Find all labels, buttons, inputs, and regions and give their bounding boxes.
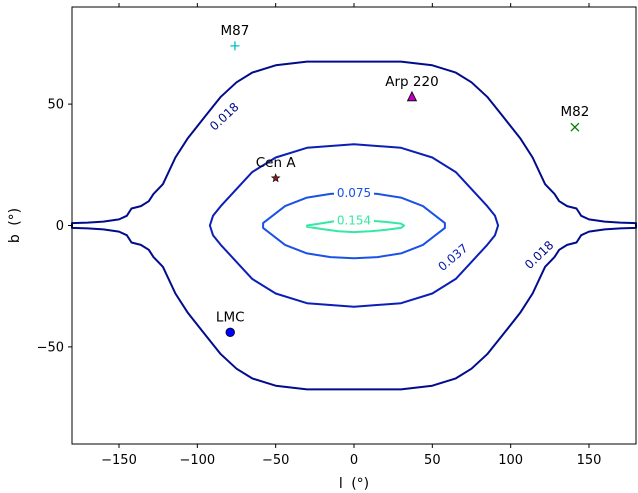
source-marker-circle [225,327,235,338]
source-3: Cen A [256,155,297,183]
source-4: LMC [216,309,245,338]
contour-line-2 [262,191,446,260]
x-axis-ticks: −150 −100 −50 0 50 100 150 [101,3,601,468]
source-label: Arp 220 [385,74,438,90]
y-tick-label: 0 [56,219,64,234]
y-axis-ticks: −50 0 50 [37,98,72,355]
contour-label-group-3-0: 0.154 [334,211,374,227]
x-axis-label: l (°) [339,476,369,492]
contour-label-background [334,184,374,200]
source-label: M87 [221,23,250,39]
contour-label-group-2-0: 0.075 [334,184,374,200]
contour-label-background [334,211,374,227]
x-tick-label: 50 [424,453,441,468]
x-tick-label: −150 [101,453,137,468]
x-tick-label: −100 [179,453,215,468]
source-marker-triangle [406,90,418,102]
source-1: Arp 220 [385,74,439,102]
y-axis-unit: (°) [7,208,23,226]
source-markers: M87 Arp 220 M82 Cen A LMC [216,23,589,338]
source-label: Cen A [256,155,297,171]
contour-line-1 [208,143,500,308]
x-tick-label: 100 [498,453,523,468]
contour-label-background [432,238,473,276]
source-label: M82 [560,104,589,120]
y-tick-label: −50 [37,340,64,355]
x-axis-unit: (°) [351,476,369,492]
source-0: M87 [221,23,250,51]
y-axis-title: b [7,234,23,243]
contour-label-background [203,96,244,136]
contour-level-label: 0.075 [337,186,371,200]
y-tick-label: 50 [47,98,64,113]
contour-level-label: 0.154 [337,213,371,227]
x-tick-label: 0 [350,453,358,468]
source-marker-x [570,122,580,132]
y-axis-label: b (°) [7,208,23,243]
x-tick-label: 150 [577,453,602,468]
contour-label-background [518,234,559,274]
x-axis-title: l [339,476,343,492]
source-label: LMC [216,309,245,325]
source-2: M82 [560,104,589,132]
source-marker-star [270,173,281,183]
source-marker-plus [230,41,240,51]
x-tick-label: −50 [262,453,289,468]
